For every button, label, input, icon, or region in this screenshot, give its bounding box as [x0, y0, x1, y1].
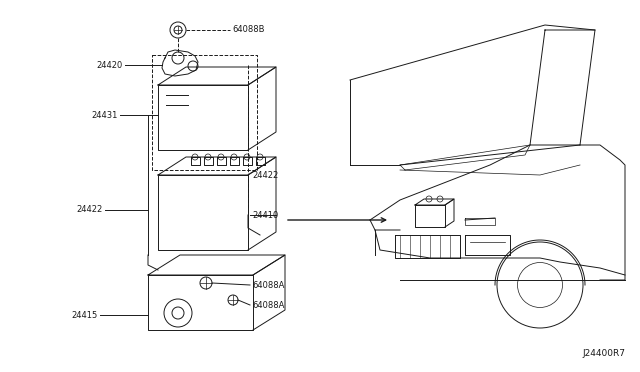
Text: 24415: 24415	[72, 311, 98, 320]
Text: 24431: 24431	[92, 110, 118, 119]
Text: 24422: 24422	[77, 205, 103, 215]
Text: 64088A: 64088A	[252, 301, 284, 310]
Text: 64088A: 64088A	[252, 280, 284, 289]
Text: J24400R7: J24400R7	[582, 349, 625, 358]
Text: 24410: 24410	[252, 211, 278, 219]
Text: 64088B: 64088B	[232, 26, 264, 35]
Text: 24422: 24422	[252, 170, 278, 180]
Text: 24420: 24420	[97, 61, 123, 70]
